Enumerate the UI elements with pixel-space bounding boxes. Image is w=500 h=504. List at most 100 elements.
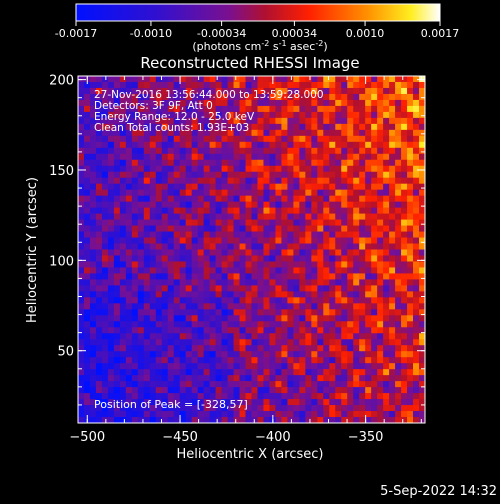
heatmap-cell bbox=[251, 363, 258, 370]
heatmap-cell bbox=[131, 189, 139, 197]
heatmap-cell bbox=[347, 99, 354, 107]
heatmap-cell bbox=[155, 219, 163, 226]
heatmap-cell bbox=[119, 111, 127, 119]
heatmap-cell bbox=[203, 219, 211, 226]
heatmap-cell bbox=[293, 165, 300, 173]
heatmap-cell bbox=[275, 87, 282, 95]
heatmap-cell bbox=[185, 285, 193, 292]
heatmap-cell bbox=[89, 219, 97, 226]
heatmap-cell bbox=[341, 273, 348, 280]
heatmap-cell bbox=[191, 321, 199, 328]
heatmap-cell bbox=[257, 393, 264, 400]
heatmap-cell bbox=[275, 219, 282, 226]
heatmap-cell bbox=[245, 243, 252, 250]
heatmap-cell bbox=[173, 195, 181, 203]
heatmap-cell bbox=[317, 135, 324, 143]
heatmap-cell bbox=[269, 261, 276, 268]
heatmap-cell bbox=[149, 165, 157, 173]
heatmap-cell bbox=[119, 183, 127, 191]
heatmap-cell bbox=[257, 171, 264, 179]
heatmap-cell bbox=[251, 87, 258, 95]
heatmap-cell bbox=[413, 225, 420, 232]
heatmap-cell bbox=[383, 195, 390, 203]
heatmap-cell bbox=[275, 279, 282, 286]
heatmap-cell bbox=[203, 249, 211, 256]
heatmap-cell bbox=[107, 405, 115, 412]
heatmap-cell bbox=[269, 147, 276, 155]
heatmap-cell bbox=[125, 291, 133, 298]
heatmap-cell bbox=[269, 159, 276, 167]
heatmap-cell bbox=[353, 213, 360, 220]
heatmap-cell bbox=[125, 105, 133, 113]
heatmap-cell bbox=[341, 213, 348, 220]
heatmap-cell bbox=[137, 351, 145, 358]
heatmap-cell bbox=[383, 207, 390, 214]
heatmap-cell bbox=[347, 309, 354, 316]
heatmap-cell bbox=[179, 99, 187, 107]
heatmap-cell bbox=[173, 219, 181, 226]
heatmap-cell bbox=[353, 279, 360, 286]
heatmap-cell bbox=[317, 345, 324, 352]
heatmap-cell bbox=[131, 405, 139, 412]
heatmap-cell bbox=[239, 141, 246, 149]
heatmap-cell bbox=[281, 387, 288, 394]
heatmap-cell bbox=[323, 76, 330, 83]
colorbar bbox=[75, 3, 441, 22]
heatmap-cell bbox=[185, 153, 193, 161]
heatmap-cell bbox=[167, 105, 175, 113]
heatmap-cell bbox=[413, 219, 420, 226]
heatmap-cell bbox=[257, 333, 264, 340]
heatmap-cell bbox=[143, 87, 151, 95]
heatmap-cell bbox=[323, 321, 330, 328]
heatmap-cell bbox=[305, 189, 312, 197]
heatmap-cell bbox=[305, 123, 312, 131]
heatmap-cell bbox=[257, 279, 264, 286]
heatmap-cell bbox=[143, 135, 151, 143]
heatmap-cell bbox=[179, 201, 187, 209]
heatmap-cell bbox=[299, 165, 306, 173]
heatmap-cell bbox=[149, 273, 157, 280]
heatmap-cell bbox=[185, 363, 193, 370]
heatmap-cell bbox=[407, 345, 414, 352]
heatmap-cell bbox=[317, 411, 324, 418]
heatmap-cell bbox=[113, 213, 121, 220]
heatmap-cell bbox=[143, 279, 151, 286]
heatmap-cell bbox=[263, 111, 270, 119]
heatmap-cell bbox=[347, 417, 354, 424]
heatmap-cell bbox=[413, 273, 420, 280]
heatmap-cell bbox=[161, 279, 169, 286]
heatmap-cell bbox=[281, 201, 288, 209]
heatmap-cell bbox=[89, 207, 97, 214]
heatmap-cell bbox=[125, 381, 133, 388]
heatmap-cell bbox=[395, 261, 402, 268]
heatmap-cell bbox=[167, 315, 175, 322]
heatmap-cell bbox=[143, 387, 151, 394]
heatmap-cell bbox=[365, 369, 372, 376]
heatmap-cell bbox=[83, 129, 91, 137]
heatmap-cell bbox=[401, 351, 408, 358]
heatmap-cell bbox=[377, 93, 384, 101]
heatmap-cell bbox=[113, 333, 121, 340]
heatmap-cell bbox=[287, 231, 294, 238]
heatmap-cell bbox=[113, 153, 121, 161]
heatmap-cell bbox=[281, 333, 288, 340]
heatmap-cell bbox=[227, 93, 234, 101]
heatmap-cell bbox=[203, 321, 211, 328]
heatmap-cell bbox=[299, 117, 306, 125]
heatmap-cell bbox=[89, 303, 97, 310]
heatmap-cell bbox=[419, 177, 426, 185]
heatmap-cell bbox=[239, 171, 246, 179]
heatmap-cell bbox=[173, 279, 181, 286]
heatmap-cell bbox=[101, 387, 109, 394]
heatmap-cell bbox=[78, 195, 85, 203]
x-tick-label: −350 bbox=[348, 430, 384, 445]
heatmap-cell bbox=[209, 81, 216, 89]
heatmap-cell bbox=[173, 327, 181, 334]
heatmap-cell bbox=[155, 177, 163, 185]
heatmap-cell bbox=[197, 267, 205, 274]
heatmap-cell bbox=[293, 321, 300, 328]
heatmap-cell bbox=[335, 315, 342, 322]
heatmap-cell bbox=[95, 213, 103, 220]
heatmap-cell bbox=[239, 399, 246, 406]
heatmap-cell bbox=[323, 189, 330, 197]
